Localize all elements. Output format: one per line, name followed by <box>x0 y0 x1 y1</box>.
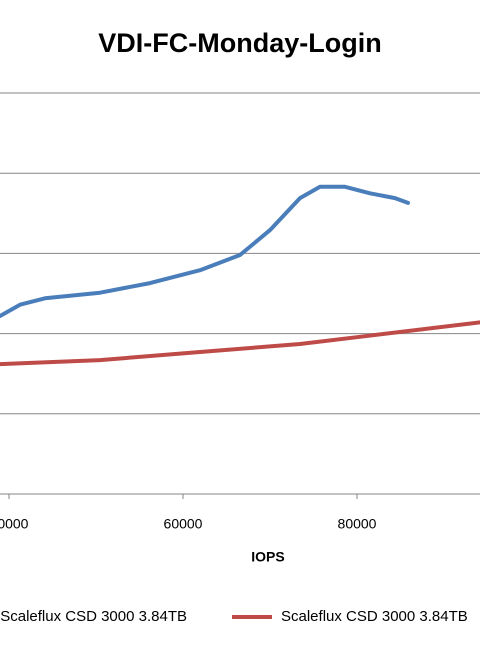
legend-label: Scaleflux CSD 3000 3.84TB <box>281 608 468 625</box>
legend-label: Scaleflux CSD 3000 3.84TB <box>0 608 187 625</box>
line-series <box>0 320 480 367</box>
chart-title: VDI-FC-Monday-Login <box>98 28 381 58</box>
x-tick-label: 80000 <box>338 516 377 532</box>
x-axis-label: IOPS <box>251 549 284 565</box>
x-tick-label: 40000 <box>0 516 29 532</box>
x-tick-label: 60000 <box>164 516 203 532</box>
line-series <box>0 184 410 318</box>
